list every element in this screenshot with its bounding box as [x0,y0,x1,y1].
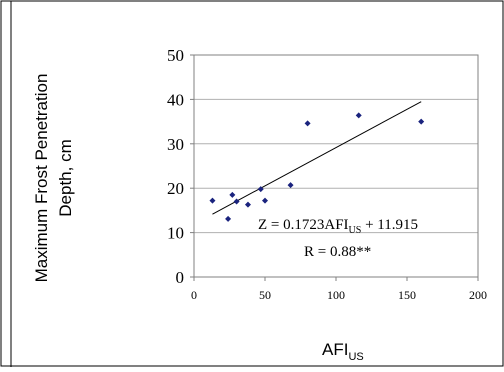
data-point [418,118,425,125]
equation-prefix: Z = 0.1723AFI [258,217,349,233]
y-axis-title-line2: Depth, cm [56,139,75,216]
data-point [225,215,232,222]
y-tick-label: 50 [167,46,184,65]
x-tick-label: 50 [259,288,271,302]
data-point [209,197,216,204]
trendline-group [212,101,422,215]
x-tick-label: 200 [469,288,487,302]
data-point [287,182,294,189]
y-tick-label: 40 [167,90,184,109]
equation-suffix: + 11.915 [361,217,418,233]
y-tick-label: 0 [176,268,185,287]
data-point [229,191,236,198]
x-tick-label: 150 [398,288,416,302]
x-tick-label: 0 [191,288,197,302]
y-axis-title-line1: Maximum Frost Penetration [32,74,51,283]
data-point [233,198,240,205]
axis-ticks: 0 10 20 30 40 50 0 50 100 150 200 [167,46,487,302]
data-point [257,186,264,193]
data-points [209,112,425,222]
data-point [304,120,311,127]
correlation-coefficient: R = 0.88** [304,244,371,260]
y-tick-label: 20 [167,179,184,198]
equation-subscript: US [349,225,362,236]
data-point [262,197,268,204]
y-tick-label: 30 [167,135,184,154]
y-tick-label: 10 [167,224,184,243]
data-point [355,112,362,119]
x-axis-title-main: AFI [322,340,348,359]
x-axis-title-subscript: US [348,351,363,363]
gridlines [194,98,478,234]
regression-equation: Z = 0.1723AFIUS + 11.915 [258,217,418,236]
x-tick-label: 100 [327,288,345,302]
trendline [212,101,422,215]
x-axis-title: AFIUS [322,340,364,363]
data-point [244,201,251,208]
